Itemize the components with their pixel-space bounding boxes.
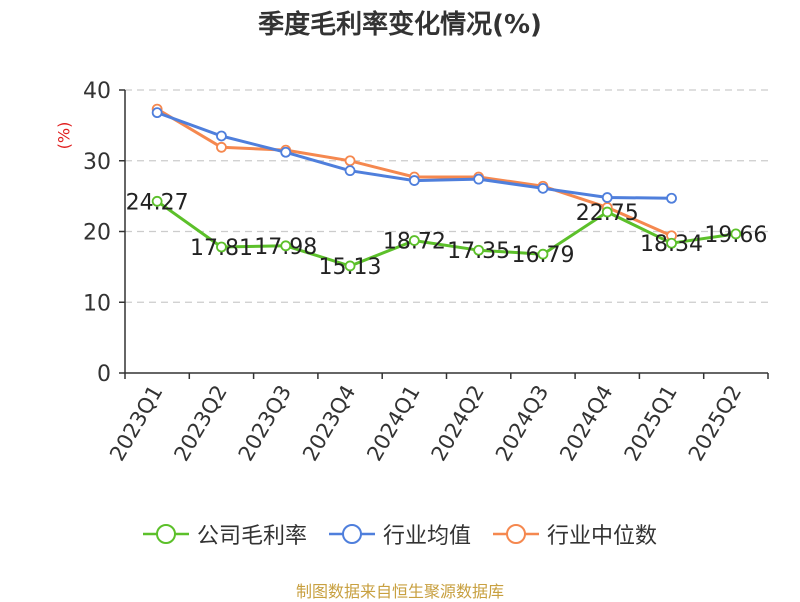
y-tick-label: 30 bbox=[83, 150, 111, 175]
data-point bbox=[666, 237, 677, 249]
legend-label: 行业中位数 bbox=[547, 524, 658, 549]
data-label: 17.98 bbox=[254, 235, 317, 260]
x-tick-label: 2023Q3 bbox=[234, 381, 296, 465]
data-point bbox=[537, 248, 549, 260]
data-point bbox=[666, 192, 677, 204]
data-point bbox=[344, 260, 356, 272]
chart-title: 季度毛利率变化情况(%) bbox=[258, 10, 542, 40]
data-point bbox=[601, 192, 613, 203]
legend-line-marker-icon bbox=[328, 524, 375, 544]
data-label: 18.34 bbox=[640, 232, 703, 257]
data-point bbox=[473, 244, 485, 256]
data-label: 18.72 bbox=[383, 230, 446, 255]
y-tick-label: 40 bbox=[83, 79, 111, 104]
x-tick-label: 2023Q2 bbox=[169, 381, 231, 465]
data-label: 24.27 bbox=[126, 190, 189, 215]
data-point bbox=[408, 175, 420, 186]
x-tick-label: 2025Q2 bbox=[684, 381, 746, 465]
data-point bbox=[601, 206, 613, 218]
data-point bbox=[151, 195, 163, 207]
data-label: 22.75 bbox=[576, 201, 639, 226]
data-point bbox=[280, 240, 292, 252]
data-label: 16.79 bbox=[511, 243, 574, 268]
data-label: 15.13 bbox=[319, 255, 382, 280]
data-point bbox=[280, 146, 292, 158]
data-label: 19.66 bbox=[704, 223, 767, 248]
x-tick-label: 2025Q1 bbox=[619, 381, 681, 465]
data-point bbox=[730, 228, 742, 240]
legend-line-marker-icon bbox=[493, 524, 539, 544]
x-tick-label: 2024Q3 bbox=[491, 381, 553, 465]
data-source-note: 制图数据来自恒生聚源数据库 bbox=[295, 582, 504, 601]
legend-item-company[interactable]: 公司毛利率 bbox=[142, 518, 307, 550]
y-tick-label: 20 bbox=[83, 221, 111, 246]
legend-line-marker-icon bbox=[142, 524, 189, 544]
data-label: 17.81 bbox=[190, 236, 253, 261]
legend: 公司毛利率 行业均值 行业中位数 bbox=[0, 518, 800, 550]
data-point bbox=[344, 165, 356, 177]
data-point bbox=[473, 173, 485, 185]
legend-item-industry-mean[interactable]: 行业均值 bbox=[328, 518, 471, 550]
legend-label: 行业均值 bbox=[382, 524, 471, 549]
legend-item-industry-median[interactable]: 行业中位数 bbox=[493, 518, 657, 550]
x-tick-label: 2024Q4 bbox=[555, 381, 617, 465]
legend-label: 公司毛利率 bbox=[196, 524, 307, 549]
x-tick-label: 2024Q2 bbox=[427, 381, 489, 465]
data-point bbox=[216, 241, 227, 253]
data-label: 17.35 bbox=[447, 239, 510, 264]
y-tick-label: 0 bbox=[97, 362, 111, 387]
x-tick-label: 2023Q4 bbox=[298, 381, 360, 465]
data-point bbox=[344, 155, 356, 167]
data-point bbox=[537, 182, 549, 194]
data-point bbox=[216, 130, 227, 142]
data-point bbox=[408, 235, 420, 246]
x-tick-label: 2023Q1 bbox=[105, 381, 167, 465]
y-tick-label: 10 bbox=[83, 291, 111, 316]
data-point bbox=[151, 107, 163, 119]
data-point bbox=[216, 141, 227, 153]
series-line bbox=[156, 200, 737, 268]
x-tick-label: 2024Q1 bbox=[362, 381, 424, 465]
